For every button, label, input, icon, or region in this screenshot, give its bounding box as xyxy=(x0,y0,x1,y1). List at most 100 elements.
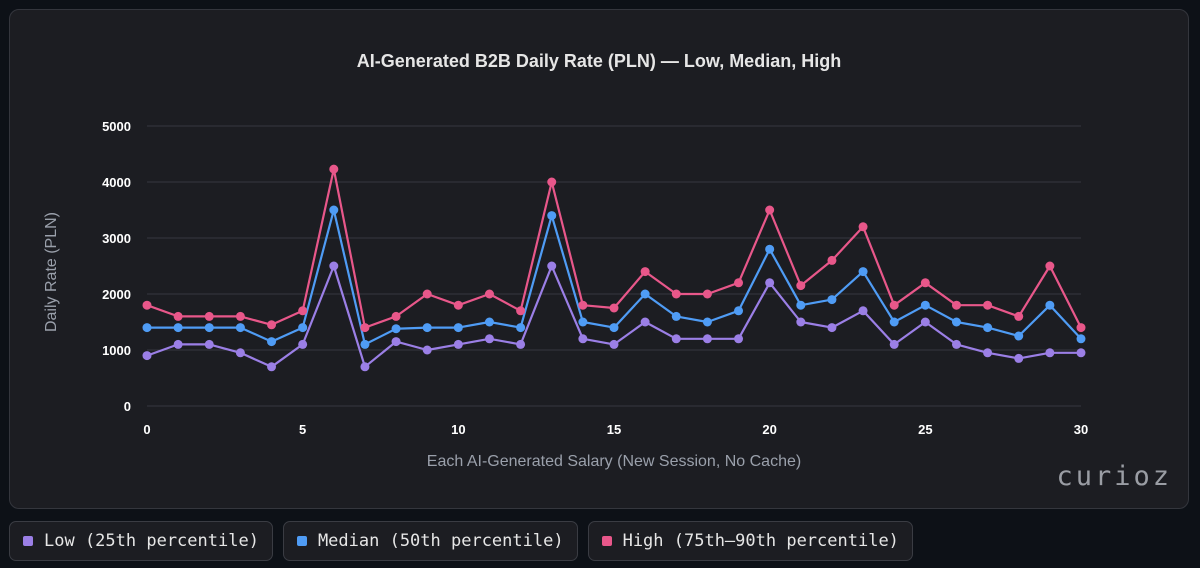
data-point[interactable] xyxy=(142,300,152,310)
data-point[interactable] xyxy=(640,267,650,277)
data-point[interactable] xyxy=(796,281,806,291)
data-point[interactable] xyxy=(453,339,463,349)
data-point[interactable] xyxy=(267,362,277,372)
legend-item-low[interactable]: Low (25th percentile) xyxy=(9,521,273,561)
data-point[interactable] xyxy=(671,289,681,299)
data-point[interactable] xyxy=(235,311,245,321)
data-point[interactable] xyxy=(640,317,650,327)
data-point[interactable] xyxy=(204,323,214,333)
data-point[interactable] xyxy=(889,317,899,327)
x-tick-label: 5 xyxy=(299,422,306,437)
data-point[interactable] xyxy=(453,323,463,333)
data-point[interactable] xyxy=(1045,261,1055,271)
data-point[interactable] xyxy=(734,306,744,316)
data-point[interactable] xyxy=(235,323,245,333)
data-point[interactable] xyxy=(671,311,681,321)
data-point[interactable] xyxy=(951,339,961,349)
data-point[interactable] xyxy=(360,362,370,372)
data-point[interactable] xyxy=(484,289,494,299)
data-point[interactable] xyxy=(516,339,526,349)
data-point[interactable] xyxy=(516,306,526,316)
data-point[interactable] xyxy=(578,317,588,327)
legend-item-median[interactable]: Median (50th percentile) xyxy=(282,521,578,561)
data-point[interactable] xyxy=(920,317,930,327)
data-point[interactable] xyxy=(1045,348,1055,358)
data-point[interactable] xyxy=(983,323,993,333)
data-point[interactable] xyxy=(547,177,557,187)
data-point[interactable] xyxy=(734,278,744,288)
data-point[interactable] xyxy=(1076,334,1086,344)
data-point[interactable] xyxy=(765,278,775,288)
data-point[interactable] xyxy=(1076,348,1086,358)
data-point[interactable] xyxy=(547,261,557,271)
data-point[interactable] xyxy=(360,339,370,349)
data-point[interactable] xyxy=(827,323,837,333)
data-point[interactable] xyxy=(889,339,899,349)
data-point[interactable] xyxy=(1045,300,1055,310)
data-point[interactable] xyxy=(1076,323,1086,333)
data-point[interactable] xyxy=(235,348,245,358)
data-point[interactable] xyxy=(329,261,339,271)
data-point[interactable] xyxy=(391,337,401,347)
data-point[interactable] xyxy=(484,317,494,327)
data-point[interactable] xyxy=(484,334,494,344)
data-point[interactable] xyxy=(1014,311,1024,321)
y-axis-label: Daily Rate (PLN) xyxy=(43,212,60,332)
data-point[interactable] xyxy=(329,164,339,174)
legend-item-high[interactable]: High (75th–90th percentile) xyxy=(587,521,913,561)
series-lines xyxy=(142,164,1086,372)
data-point[interactable] xyxy=(453,300,463,310)
data-point[interactable] xyxy=(702,334,712,344)
data-point[interactable] xyxy=(360,323,370,333)
data-point[interactable] xyxy=(204,311,214,321)
data-point[interactable] xyxy=(671,334,681,344)
data-point[interactable] xyxy=(702,289,712,299)
data-point[interactable] xyxy=(640,289,650,299)
data-point[interactable] xyxy=(920,300,930,310)
data-point[interactable] xyxy=(422,345,432,355)
data-point[interactable] xyxy=(702,317,712,327)
data-point[interactable] xyxy=(142,351,152,361)
data-point[interactable] xyxy=(267,337,277,347)
data-point[interactable] xyxy=(142,323,152,333)
data-point[interactable] xyxy=(889,300,899,310)
data-point[interactable] xyxy=(796,300,806,310)
data-point[interactable] xyxy=(920,278,930,288)
data-point[interactable] xyxy=(329,205,339,215)
data-point[interactable] xyxy=(1014,353,1024,363)
data-point[interactable] xyxy=(796,317,806,327)
data-point[interactable] xyxy=(858,267,868,277)
data-point[interactable] xyxy=(422,323,432,333)
data-point[interactable] xyxy=(578,300,588,310)
data-point[interactable] xyxy=(298,306,308,316)
data-point[interactable] xyxy=(765,244,775,254)
data-point[interactable] xyxy=(204,339,214,349)
data-point[interactable] xyxy=(765,205,775,215)
data-point[interactable] xyxy=(858,306,868,316)
data-point[interactable] xyxy=(391,324,401,334)
data-point[interactable] xyxy=(734,334,744,344)
data-point[interactable] xyxy=(516,323,526,333)
data-point[interactable] xyxy=(267,320,277,330)
data-point[interactable] xyxy=(298,339,308,349)
data-point[interactable] xyxy=(173,323,183,333)
grid-lines xyxy=(147,125,1081,407)
data-point[interactable] xyxy=(951,300,961,310)
data-point[interactable] xyxy=(827,295,837,305)
data-point[interactable] xyxy=(858,222,868,232)
data-point[interactable] xyxy=(578,334,588,344)
data-point[interactable] xyxy=(422,289,432,299)
data-point[interactable] xyxy=(609,303,619,313)
data-point[interactable] xyxy=(173,311,183,321)
data-point[interactable] xyxy=(951,317,961,327)
data-point[interactable] xyxy=(391,311,401,321)
data-point[interactable] xyxy=(173,339,183,349)
data-point[interactable] xyxy=(827,255,837,265)
data-point[interactable] xyxy=(1014,331,1024,341)
data-point[interactable] xyxy=(983,300,993,310)
data-point[interactable] xyxy=(609,339,619,349)
data-point[interactable] xyxy=(609,323,619,333)
data-point[interactable] xyxy=(547,211,557,221)
data-point[interactable] xyxy=(298,323,308,333)
data-point[interactable] xyxy=(983,348,993,358)
